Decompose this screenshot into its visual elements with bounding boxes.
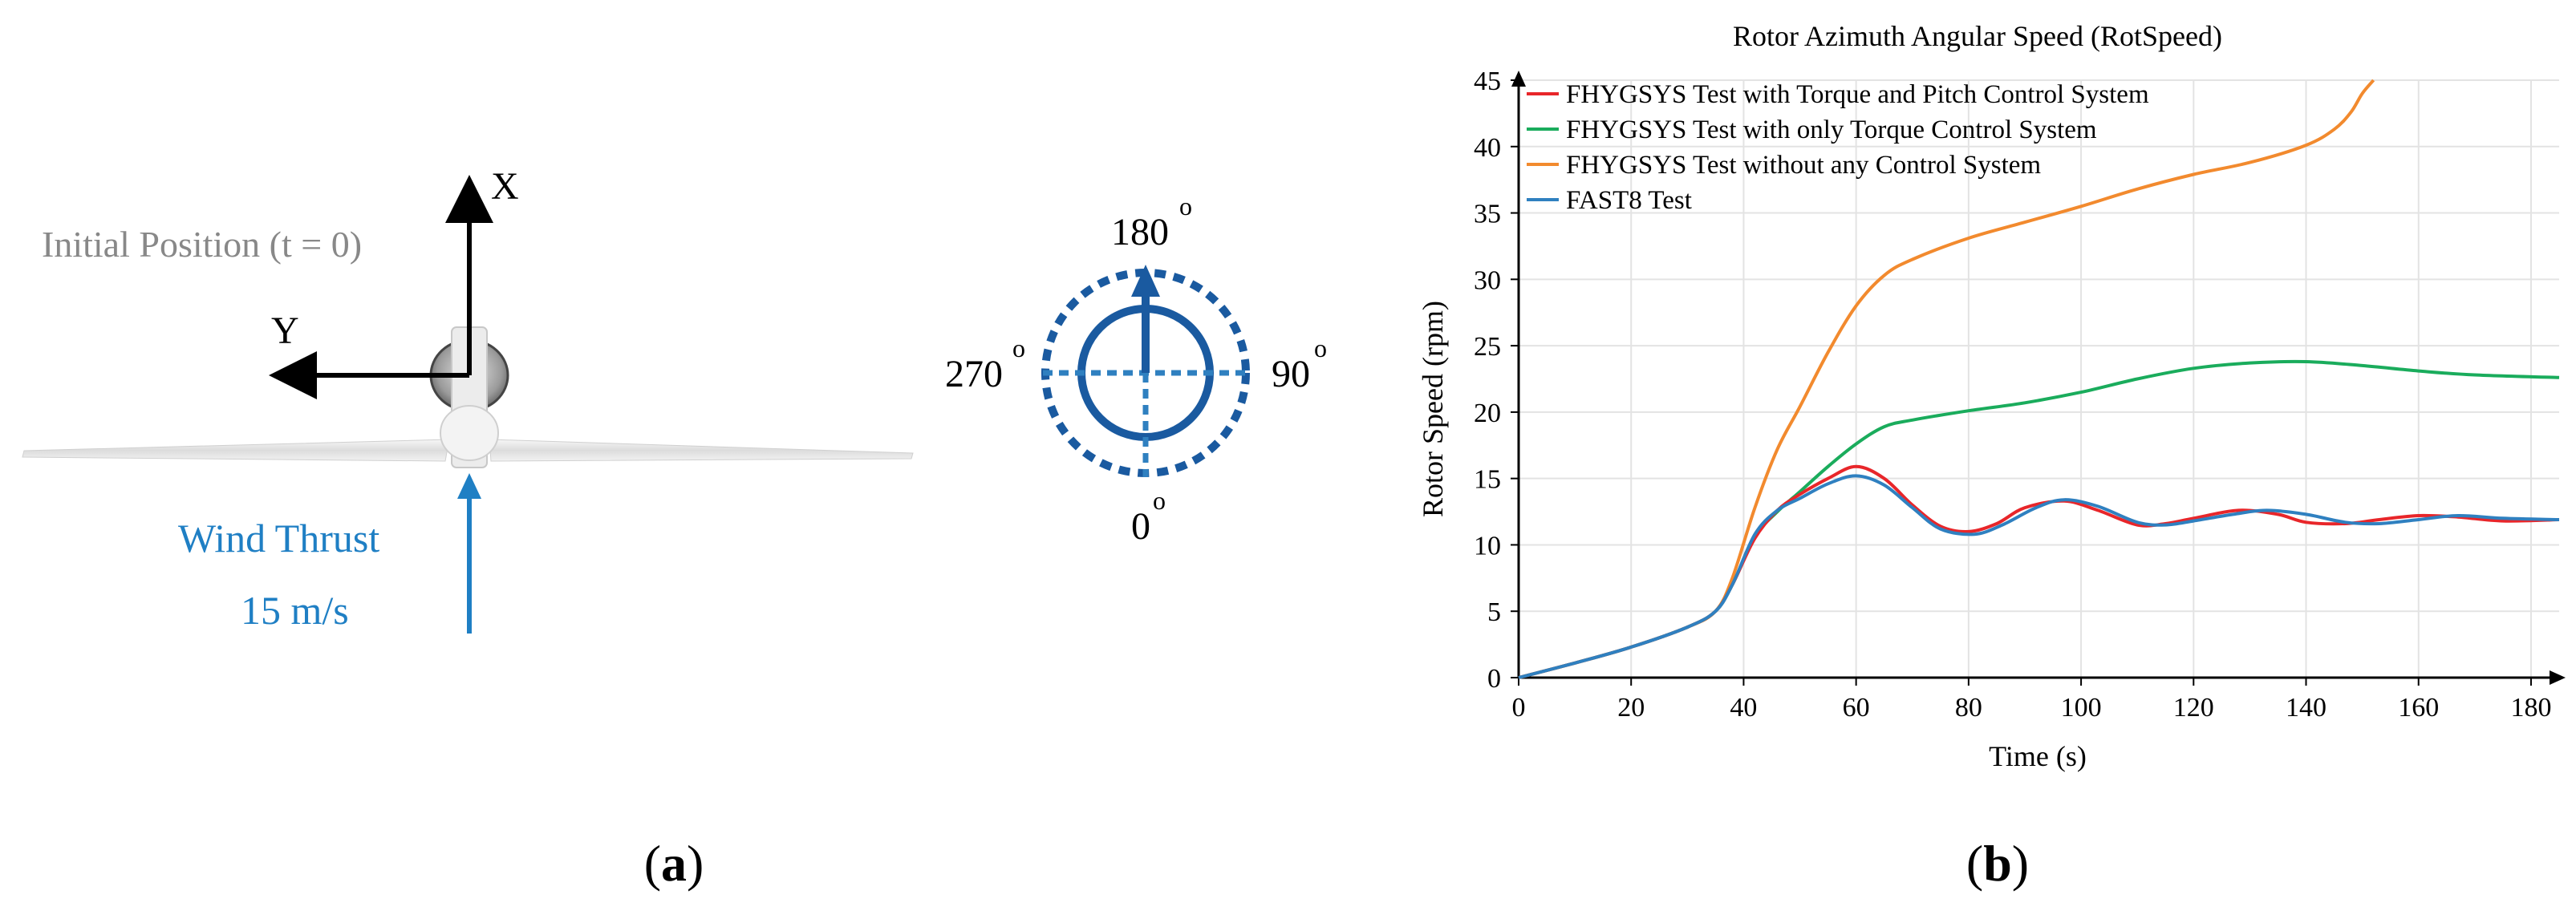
panel-a-label: (a) <box>644 835 704 892</box>
chart-tick-labels: 0 20 40 60 80 100 120 140 160 180 0 5 10 15 20 25 30 35 40… <box>1474 67 2551 723</box>
chart-axes <box>1511 71 2566 686</box>
series-line-1 <box>1518 464 2560 679</box>
legend-label-2: FHYGSYS Test with only Torque Control Sy… <box>1566 115 2097 144</box>
y-tick-label: 25 <box>1474 332 1501 362</box>
x-tick-label: 80 <box>1955 693 1982 723</box>
axis-y-label: Y <box>271 310 299 352</box>
azimuth-0-label: 0 <box>1131 505 1150 548</box>
chart-ylabel: Rotor Speed (rpm) <box>1417 301 1449 517</box>
x-axis-arrowhead <box>2550 670 2566 685</box>
panel-a-label-close: ) <box>687 835 704 892</box>
x-tick-label: 140 <box>2286 693 2327 723</box>
azimuth-180-label: 180 <box>1111 211 1169 253</box>
legend-label-3: FHYGSYS Test without any Control System <box>1566 151 2041 180</box>
chart-xlabel: Time (s) <box>1989 740 2087 772</box>
turbine-blade-right <box>489 439 914 462</box>
y-axis-arrowhead <box>1511 71 1526 87</box>
azimuth-90-degree: o <box>1314 334 1327 362</box>
chart-title: Rotor Azimuth Angular Speed (RotSpeed) <box>1733 20 2222 52</box>
y-tick-label: 20 <box>1474 399 1501 428</box>
panel-a-label-letter: a <box>661 835 687 892</box>
azimuth-pointer-head <box>1131 265 1160 297</box>
azimuth-compass <box>1041 265 1250 477</box>
turbine-blade-left <box>22 439 450 462</box>
x-tick-label: 60 <box>1843 693 1870 723</box>
y-tick-label: 35 <box>1474 200 1501 229</box>
panel-b-label-close: ) <box>2012 835 2029 892</box>
wind-arrow-head <box>457 473 481 499</box>
azimuth-270-degree: o <box>1012 334 1025 362</box>
y-tick-label: 40 <box>1474 133 1501 163</box>
panel-b-label-open: ( <box>1966 835 1983 892</box>
chart-legend: FHYGSYS Test with Torque and Pitch Contr… <box>1527 80 2149 215</box>
x-tick-label: 160 <box>2398 693 2439 723</box>
y-tick-label: 0 <box>1487 664 1501 694</box>
legend-label-4: FAST8 Test <box>1566 186 1692 215</box>
series-line-2 <box>1518 359 2560 679</box>
y-tick-label: 15 <box>1474 465 1501 495</box>
axis-x-label: X <box>491 165 519 208</box>
panel-a: X Y Initial Position (t = 0) Wind Thrust… <box>22 165 1327 892</box>
initial-position-label: Initial Position (t = 0) <box>42 224 362 265</box>
y-tick-label: 5 <box>1487 597 1501 627</box>
x-tick-label: 120 <box>2173 693 2214 723</box>
chart-series <box>1518 79 2560 679</box>
turbine-rotor <box>22 326 914 468</box>
legend-label-1: FHYGSYS Test with Torque and Pitch Contr… <box>1566 80 2149 109</box>
x-tick-label: 180 <box>2510 693 2551 723</box>
x-tick-label: 0 <box>1512 693 1526 723</box>
x-tick-label: 100 <box>2061 693 2102 723</box>
azimuth-0-degree: o <box>1153 486 1166 515</box>
wind-speed-label: 15 m/s <box>241 588 349 633</box>
x-tick-label: 40 <box>1730 693 1757 723</box>
azimuth-90-label: 90 <box>1272 353 1310 395</box>
panel-b-label-letter: b <box>1983 835 2012 892</box>
turbine-spinner <box>440 405 499 461</box>
azimuth-180-degree: o <box>1179 192 1192 221</box>
y-tick-label: 30 <box>1474 265 1501 295</box>
y-tick-label: 10 <box>1474 531 1501 561</box>
panel-b-chart: Rotor Azimuth Angular Speed (RotSpeed) 0… <box>1417 20 2566 892</box>
panel-a-label-open: ( <box>644 835 661 892</box>
wind-thrust-label: Wind Thrust <box>178 516 379 561</box>
azimuth-270-label: 270 <box>945 353 1003 395</box>
y-tick-label: 45 <box>1474 67 1501 96</box>
panel-b-label: (b) <box>1966 835 2029 892</box>
series-line-4 <box>1518 474 2560 679</box>
x-tick-label: 20 <box>1617 693 1645 723</box>
